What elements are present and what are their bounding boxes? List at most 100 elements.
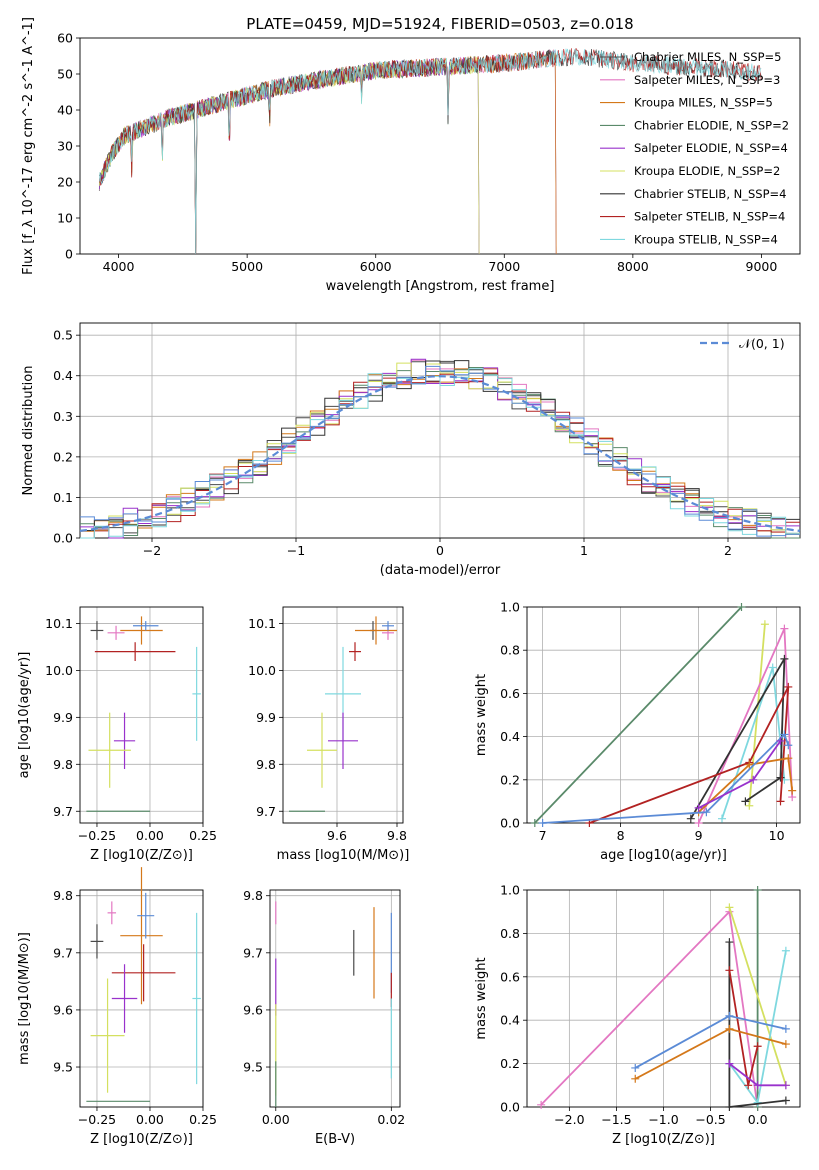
weight_vs_Z-series — [537, 886, 790, 1111]
weight-line-0 — [540, 909, 759, 1108]
weight-marker — [749, 775, 758, 784]
spectrum-series-group — [98, 48, 762, 255]
age_vs_Z-frame — [79, 606, 204, 824]
residual-histograms — [79, 358, 801, 539]
mass_vs_Z-points — [86, 867, 201, 1102]
weight-marker — [694, 803, 703, 812]
x-tick-label: 0.00 — [136, 1112, 164, 1127]
y-axis-label: mass weight — [474, 674, 489, 756]
weight-marker — [753, 1042, 762, 1051]
x-axis-label: E(B-V) — [315, 1132, 355, 1147]
y-tick-label: 10 — [57, 211, 73, 226]
x-tick-label: −2 — [143, 543, 161, 558]
weight-marker — [537, 1100, 546, 1109]
mass_vs_EBV-axes: 0.00 0.02 9.5 9.6 9.7 9.8 E(B-V) — [243, 888, 405, 1147]
x-tick-label: 1 — [580, 543, 588, 558]
weight-marker — [745, 801, 754, 810]
weight-marker — [784, 682, 793, 691]
weight_vs_Z-axes: −2.0 −1.5 −1.0 −0.5 0.0 0.0 0.2 0.4 0.6 0.8 1.0 Z [… — [474, 883, 801, 1147]
mass_vs_Z-axes: −0.25 0.00 0.25 9.5 9.6 9.7 9.8 Z [log10(Z/Z⊙)]… — [17, 888, 217, 1147]
x-tick-label: −1 — [287, 543, 305, 558]
weight-line-5 — [589, 686, 790, 824]
y-tick-label: 9.7 — [53, 804, 73, 819]
x-tick-label: 8000 — [617, 259, 649, 274]
weight-marker — [776, 797, 785, 806]
y-tick-label: 10.1 — [248, 616, 276, 631]
weight_vs_age-frame — [526, 606, 801, 824]
x-tick-label: 9.8 — [387, 828, 407, 843]
weight-marker — [725, 966, 734, 975]
spectrum-line-8 — [98, 48, 762, 255]
y-axis-label: Flux [f_λ 10^-17 erg cm^-2 s^-1 A^-1] — [21, 17, 36, 275]
x-axis-label: age [log10(age/yr)] — [600, 848, 727, 863]
x-tick-label: 8 — [617, 828, 625, 843]
weight-marker — [725, 1059, 734, 1068]
x-tick-label: 10 — [769, 828, 785, 843]
y-tick-label: 20 — [57, 175, 73, 190]
y-tick-label: 0.6 — [500, 969, 520, 984]
weight-marker — [781, 1081, 790, 1090]
y-tick-label: 9.9 — [53, 710, 73, 725]
legend-label: Chabrier ELODIE, N_SSP=2 — [634, 118, 789, 132]
age_vs_mass-points — [289, 616, 397, 812]
weight-marker — [744, 1081, 753, 1090]
y-tick-label: 60 — [57, 31, 73, 46]
y-tick-label: 9.7 — [256, 804, 276, 819]
y-tick-label: 0.2 — [500, 1056, 520, 1071]
y-tick-label: 9.6 — [53, 1002, 73, 1017]
y-tick-label: 1.0 — [500, 600, 520, 615]
legend-label: Salpeter STELIB, N_SSP=4 — [634, 210, 785, 224]
legend-label: Kroupa STELIB, N_SSP=4 — [634, 232, 778, 246]
x-tick-label: −2.0 — [554, 1112, 584, 1127]
x-tick-label: 9 — [695, 828, 703, 843]
age_vs_mass-frame — [282, 606, 404, 824]
x-tick-label: 9000 — [746, 259, 778, 274]
x-tick-label: 5000 — [231, 259, 263, 274]
x-axis-label: wavelength [Angstrom, rest frame] — [326, 279, 555, 294]
x-axis-label: Z [log10(Z/Z⊙)] — [90, 848, 193, 863]
y-tick-label: 0.5 — [53, 328, 73, 343]
y-tick-label: 9.8 — [53, 757, 73, 772]
y-tick-label: 0.3 — [53, 409, 73, 424]
x-tick-label: 0 — [436, 543, 444, 558]
y-tick-label: 0.0 — [500, 816, 520, 831]
age_vs_mass-axes: 9.6 9.8 9.7 9.8 9.9 10.0 10.1 mass [log10(M/M⊙)… — [248, 606, 409, 863]
y-tick-label: 0.4 — [53, 368, 73, 383]
weight-marker — [781, 1096, 790, 1105]
weight-marker — [788, 786, 797, 795]
x-tick-label: −0.25 — [78, 1112, 116, 1127]
weight-marker — [760, 620, 769, 629]
x-tick-label: 0.02 — [377, 1112, 405, 1127]
y-tick-label: 0.1 — [53, 490, 73, 505]
weight-marker — [725, 938, 734, 947]
y-tick-label: 0.2 — [53, 449, 73, 464]
weight-marker — [753, 886, 762, 894]
y-tick-label: 50 — [57, 67, 73, 82]
weight-marker — [741, 797, 750, 806]
y-tick-label: 40 — [57, 103, 73, 118]
weight-marker — [776, 736, 785, 745]
y-tick-label: 0.2 — [500, 772, 520, 787]
legend-label: Kroupa ELODIE, N_SSP=2 — [634, 164, 780, 178]
y-tick-label: 30 — [57, 139, 73, 154]
y-tick-label: 10.0 — [248, 663, 276, 678]
weight-marker — [725, 1024, 734, 1033]
x-tick-label: 0.25 — [189, 828, 217, 843]
histogram-9 — [80, 365, 800, 537]
y-tick-label: 9.8 — [53, 888, 73, 903]
legend-label: 𝒩(0, 1) — [739, 336, 785, 351]
y-tick-label: 0.4 — [500, 729, 520, 744]
weight-marker — [780, 624, 789, 633]
weight-marker — [784, 754, 793, 763]
histogram-8 — [80, 368, 800, 539]
x-tick-label: 0.0 — [748, 1112, 768, 1127]
spectrum-axes: 4000 5000 6000 7000 8000 9000 0 10 20 30 40 50 60 wav… — [21, 17, 801, 294]
y-tick-label: 0.8 — [500, 926, 520, 941]
y-tick-label: 1.0 — [500, 883, 520, 898]
spectrum-legend: Chabrier MILES, N_SSP=5 Salpeter MILES, N… — [600, 50, 789, 246]
weight-marker — [702, 808, 711, 817]
y-axis-label: Normed distribution — [21, 366, 36, 496]
y-axis-label: age [log10(age/yr)] — [17, 652, 32, 779]
residuals-axes: −2 −1 0 1 2 0.0 0.1 0.2 0.3 0.4 0.5 (data-model)/er… — [21, 322, 801, 578]
weight-marker — [776, 773, 785, 782]
